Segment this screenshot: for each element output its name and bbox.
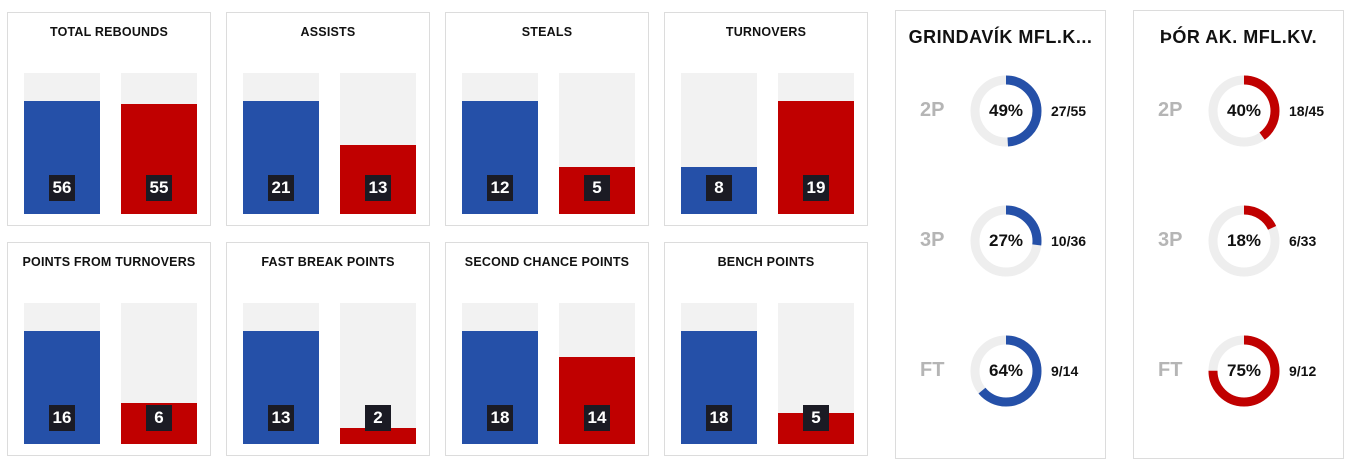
bar-track: 19 bbox=[778, 73, 854, 214]
stat-card: ASSISTS 21 13 bbox=[226, 12, 430, 226]
shot-row: 2P 40% 18/45 bbox=[1134, 71, 1343, 151]
bar-value-label: 13 bbox=[365, 175, 391, 201]
bar-track: 8 bbox=[681, 73, 757, 214]
team-name: GRINDAVÍK MFL.K... bbox=[908, 27, 1093, 47]
team-shooting-panel: ÞÓR AK. MFL.KV. 2P 40% 18/45 3P 18% 6/33 FT 75% 9… bbox=[1133, 10, 1344, 459]
shot-row: FT 75% 9/12 bbox=[1134, 331, 1343, 411]
bar-value-label: 13 bbox=[268, 405, 294, 431]
stat-card: SECOND CHANCE POINTS 18 14 bbox=[445, 242, 649, 456]
bar-track: 6 bbox=[121, 303, 197, 444]
made-attempted: 6/33 bbox=[1289, 233, 1317, 249]
bar-value-label: 8 bbox=[706, 175, 732, 201]
stat-title: TURNOVERS bbox=[725, 25, 807, 39]
bar-track: 56 bbox=[24, 73, 100, 214]
bar-track: 5 bbox=[559, 73, 635, 214]
bar-value-label: 56 bbox=[49, 175, 75, 201]
bar-value-label: 21 bbox=[268, 175, 294, 201]
bar-value-label: 19 bbox=[803, 175, 829, 201]
stat-card: STEALS 12 5 bbox=[445, 12, 649, 226]
donut-arc bbox=[970, 335, 1042, 407]
bar-track: 12 bbox=[462, 73, 538, 214]
shot-row: 2P 49% 27/55 bbox=[896, 71, 1105, 151]
bar-value-label: 2 bbox=[365, 405, 391, 431]
bar-value-label: 55 bbox=[146, 175, 172, 201]
bar-track: 5 bbox=[778, 303, 854, 444]
bar-track: 16 bbox=[24, 303, 100, 444]
stat-title: TOTAL REBOUNDS bbox=[49, 25, 169, 39]
shooting-donut bbox=[1208, 335, 1280, 407]
shot-type-label: FT bbox=[920, 359, 945, 381]
shot-row: FT 64% 9/14 bbox=[896, 331, 1105, 411]
donut-arc bbox=[970, 75, 1042, 147]
shot-type-label: 2P bbox=[920, 99, 945, 121]
bar-value-label: 18 bbox=[487, 405, 513, 431]
bar-value-label: 5 bbox=[584, 175, 610, 201]
shot-type-label: FT bbox=[1158, 359, 1183, 381]
bar-track: 18 bbox=[681, 303, 757, 444]
shooting-percentage: 64% bbox=[988, 361, 1024, 380]
shooting-donut bbox=[970, 75, 1042, 147]
bar-track: 13 bbox=[340, 73, 416, 214]
bar-track: 55 bbox=[121, 73, 197, 214]
bar-track: 21 bbox=[243, 73, 319, 214]
made-attempted: 9/12 bbox=[1289, 363, 1317, 379]
made-attempted: 10/36 bbox=[1051, 233, 1087, 249]
shooting-percentage: 49% bbox=[988, 101, 1024, 120]
team-shooting-panel: GRINDAVÍK MFL.K... 2P 49% 27/55 3P 27% 10/36 FT… bbox=[895, 10, 1106, 459]
shooting-percentage: 27% bbox=[988, 231, 1024, 250]
shot-type-label: 2P bbox=[1158, 99, 1183, 121]
shot-row: 3P 27% 10/36 bbox=[896, 201, 1105, 281]
shooting-percentage: 75% bbox=[1226, 361, 1262, 380]
team-name: ÞÓR AK. MFL.KV. bbox=[1159, 27, 1318, 47]
made-attempted: 18/45 bbox=[1289, 103, 1325, 119]
bar-track: 2 bbox=[340, 303, 416, 444]
bar-track: 14 bbox=[559, 303, 635, 444]
stat-title: BENCH POINTS bbox=[717, 255, 815, 269]
stat-card: TOTAL REBOUNDS 56 55 bbox=[7, 12, 211, 226]
bar-value-label: 14 bbox=[584, 405, 610, 431]
bar-track: 18 bbox=[462, 303, 538, 444]
shooting-percentage: 18% bbox=[1226, 231, 1262, 250]
shooting-percentage: 40% bbox=[1226, 101, 1262, 120]
bar-value-label: 6 bbox=[146, 405, 172, 431]
bar-value-label: 12 bbox=[487, 175, 513, 201]
shooting-donut bbox=[970, 205, 1042, 277]
bar-track: 13 bbox=[243, 303, 319, 444]
stat-title: SECOND CHANCE POINTS bbox=[464, 255, 630, 269]
made-attempted: 27/55 bbox=[1051, 103, 1087, 119]
shot-type-label: 3P bbox=[1158, 229, 1183, 251]
bar-team2 bbox=[340, 428, 416, 444]
shot-type-label: 3P bbox=[920, 229, 945, 251]
stat-card: BENCH POINTS 18 5 bbox=[664, 242, 868, 456]
bar-value-label: 16 bbox=[49, 405, 75, 431]
shot-row: 3P 18% 6/33 bbox=[1134, 201, 1343, 281]
donut-arc bbox=[970, 205, 1042, 277]
stat-title: ASSISTS bbox=[300, 25, 356, 39]
bar-value-label: 18 bbox=[706, 405, 732, 431]
bar-value-label: 5 bbox=[803, 405, 829, 431]
made-attempted: 9/14 bbox=[1051, 363, 1079, 379]
shooting-donut bbox=[970, 335, 1042, 407]
shooting-donut bbox=[1208, 75, 1280, 147]
donut-arc bbox=[1208, 335, 1280, 407]
shooting-donut bbox=[1208, 205, 1280, 277]
stat-title: STEALS bbox=[521, 25, 573, 39]
stat-title: FAST BREAK POINTS bbox=[261, 255, 395, 269]
donut-arc bbox=[1208, 205, 1280, 277]
stat-card: POINTS FROM TURNOVERS 16 6 bbox=[7, 242, 211, 456]
donut-arc bbox=[1208, 75, 1280, 147]
stat-card: TURNOVERS 8 19 bbox=[664, 12, 868, 226]
stat-card: FAST BREAK POINTS 13 2 bbox=[226, 242, 430, 456]
stat-title: POINTS FROM TURNOVERS bbox=[22, 255, 196, 269]
